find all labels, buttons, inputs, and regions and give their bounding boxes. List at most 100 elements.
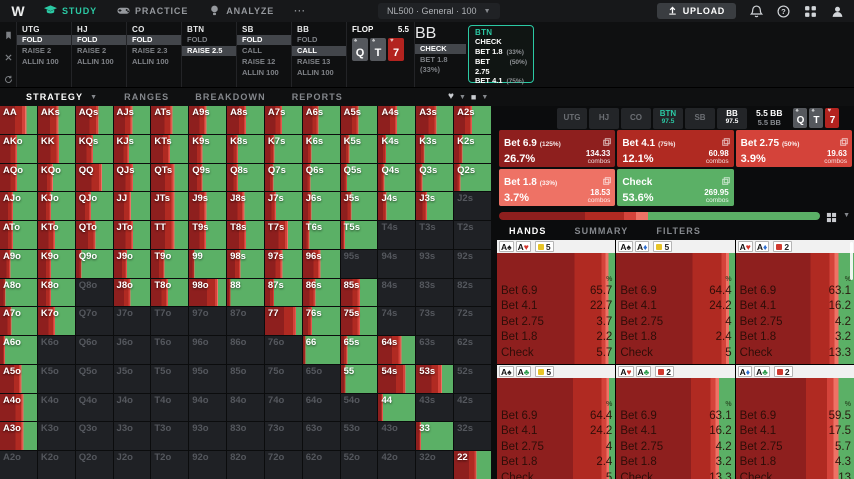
matrix-cell-Q2s[interactable]: Q2s bbox=[454, 163, 491, 192]
matrix-cell-85o[interactable]: 85o bbox=[227, 364, 264, 393]
nav-item-study[interactable]: STUDY bbox=[44, 4, 97, 18]
matrix-cell-75o[interactable]: 75o bbox=[264, 364, 302, 393]
action-raise-2-5[interactable]: RAISE 2.5 bbox=[182, 46, 236, 56]
matrix-cell-K9s[interactable]: K9s bbox=[189, 134, 227, 163]
matrix-cell-A8s[interactable]: A8s bbox=[227, 106, 264, 134]
matrix-cell-97o[interactable]: 97o bbox=[189, 307, 227, 336]
action-fold[interactable]: FOLD bbox=[187, 35, 208, 44]
matrix-cell-52s[interactable]: 52s bbox=[454, 364, 491, 393]
matrix-cell-73o[interactable]: 73o bbox=[264, 422, 302, 451]
tab-breakdown[interactable]: BREAKDOWN bbox=[195, 92, 266, 102]
action-fold[interactable]: FOLD bbox=[237, 35, 291, 45]
matrix-cell-53o[interactable]: 53o bbox=[340, 422, 378, 451]
hand-tile-AhAd[interactable]: A ♥ A ♦ 2% Bet 6.9 63.1 Bet 4.1 16.2 Bet 2.75 4.2 B… bbox=[735, 240, 854, 364]
nav-item-[interactable]: ··· bbox=[294, 5, 306, 18]
matrix-cell-T4o[interactable]: T4o bbox=[151, 393, 189, 422]
matrix-cell-75s[interactable]: 75s bbox=[340, 307, 378, 336]
matrix-cell-K3o[interactable]: K3o bbox=[37, 422, 75, 451]
matrix-cell-QTo[interactable]: QTo bbox=[75, 221, 113, 249]
action-raise-2-3[interactable]: RAISE 2.3 bbox=[132, 46, 168, 55]
matrix-cell-83o[interactable]: 83o bbox=[227, 422, 264, 451]
matrix-cell-54s[interactable]: 54s bbox=[378, 364, 416, 393]
tab-summary[interactable]: SUMMARY bbox=[574, 226, 629, 236]
seat-btn[interactable]: BTN 97.5 bbox=[653, 107, 683, 129]
matrix-cell-KK[interactable]: KK bbox=[37, 134, 75, 163]
matrix-cell-53s[interactable]: 53s bbox=[416, 364, 454, 393]
matrix-cell-52o[interactable]: 52o bbox=[340, 451, 378, 479]
matrix-cell-AJo[interactable]: AJo bbox=[0, 192, 37, 221]
matrix-cell-Q9s[interactable]: Q9s bbox=[189, 163, 227, 192]
matrix-cell-T4s[interactable]: T4s bbox=[378, 221, 416, 249]
matrix-cell-95o[interactable]: 95o bbox=[189, 364, 227, 393]
matrix-cell-AQo[interactable]: AQo bbox=[0, 163, 37, 192]
matrix-cell-J4o[interactable]: J4o bbox=[113, 393, 151, 422]
action-card-bet-4-1[interactable]: Bet 4.1 (75%) 12.1% 60.98 combos bbox=[617, 130, 734, 167]
action-check[interactable]: CHECK bbox=[415, 44, 466, 54]
matrix-cell-87s[interactable]: 87s bbox=[264, 278, 302, 307]
action-card-check[interactable]: Check 53.6% 269.95 combos bbox=[617, 169, 734, 206]
matrix-cell-64s[interactable]: 64s bbox=[378, 336, 416, 364]
expand-icon[interactable] bbox=[721, 133, 730, 146]
matrix-cell-Q8o[interactable]: Q8o bbox=[75, 278, 113, 307]
matrix-cell-K7o[interactable]: K7o bbox=[37, 307, 75, 336]
matrix-cell-QJo[interactable]: QJo bbox=[75, 192, 113, 221]
matrix-cell-AKs[interactable]: AKs bbox=[37, 106, 75, 134]
matrix-cell-A3o[interactable]: A3o bbox=[0, 422, 37, 451]
matrix-cell-A9o[interactable]: A9o bbox=[0, 249, 37, 278]
matrix-cell-74s[interactable]: 74s bbox=[378, 307, 416, 336]
tab-hands[interactable]: HANDS bbox=[509, 226, 547, 236]
hand-tile-AsAh[interactable]: A ♠ A ♥ 5% Bet 6.9 65.7 Bet 4.1 22.7 Bet 2.75 3.7 B… bbox=[497, 240, 616, 364]
seat-co[interactable]: CO bbox=[621, 107, 651, 129]
tab-ranges[interactable]: RANGES bbox=[124, 92, 170, 102]
profile-icon[interactable] bbox=[831, 5, 844, 18]
matrix-cell-J5o[interactable]: J5o bbox=[113, 364, 151, 393]
matrix-cell-96s[interactable]: 96s bbox=[302, 249, 340, 278]
matrix-cell-T2o[interactable]: T2o bbox=[151, 451, 189, 479]
matrix-cell-K3s[interactable]: K3s bbox=[416, 134, 454, 163]
matrix-cell-Q6o[interactable]: Q6o bbox=[75, 336, 113, 364]
matrix-cell-T5o[interactable]: T5o bbox=[151, 364, 189, 393]
matrix-cell-J7s[interactable]: J7s bbox=[264, 192, 302, 221]
matrix-cell-65s[interactable]: 65s bbox=[340, 336, 378, 364]
action-raise-2[interactable]: RAISE 2 bbox=[77, 46, 107, 55]
action-call[interactable]: CALL bbox=[242, 46, 262, 55]
nav-item-practice[interactable]: PRACTICE bbox=[117, 5, 188, 18]
matrix-cell-54o[interactable]: 54o bbox=[340, 393, 378, 422]
matrix-cell-Q4s[interactable]: Q4s bbox=[378, 163, 416, 192]
matrix-cell-J2o[interactable]: J2o bbox=[113, 451, 151, 479]
matrix-cell-64o[interactable]: 64o bbox=[302, 393, 340, 422]
matrix-cell-ATs[interactable]: ATs bbox=[151, 106, 189, 134]
matrix-cell-QJs[interactable]: QJs bbox=[113, 163, 151, 192]
matrix-cell-Q9o[interactable]: Q9o bbox=[75, 249, 113, 278]
matrix-cell-J3o[interactable]: J3o bbox=[113, 422, 151, 451]
matrix-cell-A5o[interactable]: A5o bbox=[0, 364, 37, 393]
matrix-cell-JTo[interactable]: JTo bbox=[113, 221, 151, 249]
matrix-cell-T8o[interactable]: T8o bbox=[151, 278, 189, 307]
matrix-cell-AJs[interactable]: AJs bbox=[113, 106, 151, 134]
matrix-cell-A4s[interactable]: A4s bbox=[378, 106, 416, 134]
matrix-cell-93s[interactable]: 93s bbox=[416, 249, 454, 278]
action-card-bet-1-8[interactable]: Bet 1.8 (33%) 3.7% 18.53 combos bbox=[499, 169, 616, 206]
action-allin-100[interactable]: ALLIN 100 bbox=[297, 68, 334, 77]
hand-tile-AsAd[interactable]: A ♠ A ♦ 5% Bet 6.9 64.4 Bet 4.1 24.2 Bet 2.75 4 Bet… bbox=[616, 240, 735, 364]
matrix-cell-63o[interactable]: 63o bbox=[302, 422, 340, 451]
matrix-cell-Q8s[interactable]: Q8s bbox=[227, 163, 264, 192]
action-fold[interactable]: FOLD bbox=[297, 35, 318, 44]
board-cards[interactable]: ♠ Q ♠ T ♥ 7 bbox=[793, 108, 840, 128]
action-check[interactable]: CHECK bbox=[475, 37, 527, 47]
seat-utg[interactable]: UTG bbox=[557, 107, 587, 129]
matrix-cell-99[interactable]: 99 bbox=[189, 249, 227, 278]
action-raise-2[interactable]: RAISE 2 bbox=[22, 46, 52, 55]
hand-tile-AsAc[interactable]: A ♠ A ♣ 5% Bet 6.9 64.4 Bet 4.1 24.2 Bet 2.75 4 Bet… bbox=[497, 365, 616, 479]
matrix-cell-87o[interactable]: 87o bbox=[227, 307, 264, 336]
matrix-cell-ATo[interactable]: ATo bbox=[0, 221, 37, 249]
matrix-cell-42s[interactable]: 42s bbox=[454, 393, 491, 422]
action-fold[interactable]: FOLD bbox=[127, 35, 181, 45]
matrix-cell-95s[interactable]: 95s bbox=[340, 249, 378, 278]
action-allin-100[interactable]: ALLIN 100 bbox=[22, 57, 59, 66]
matrix-cell-KQs[interactable]: KQs bbox=[75, 134, 113, 163]
matrix-cell-A8o[interactable]: A8o bbox=[0, 278, 37, 307]
expand-icon[interactable] bbox=[721, 172, 730, 185]
matrix-cell-Q3s[interactable]: Q3s bbox=[416, 163, 454, 192]
matrix-cell-J6o[interactable]: J6o bbox=[113, 336, 151, 364]
